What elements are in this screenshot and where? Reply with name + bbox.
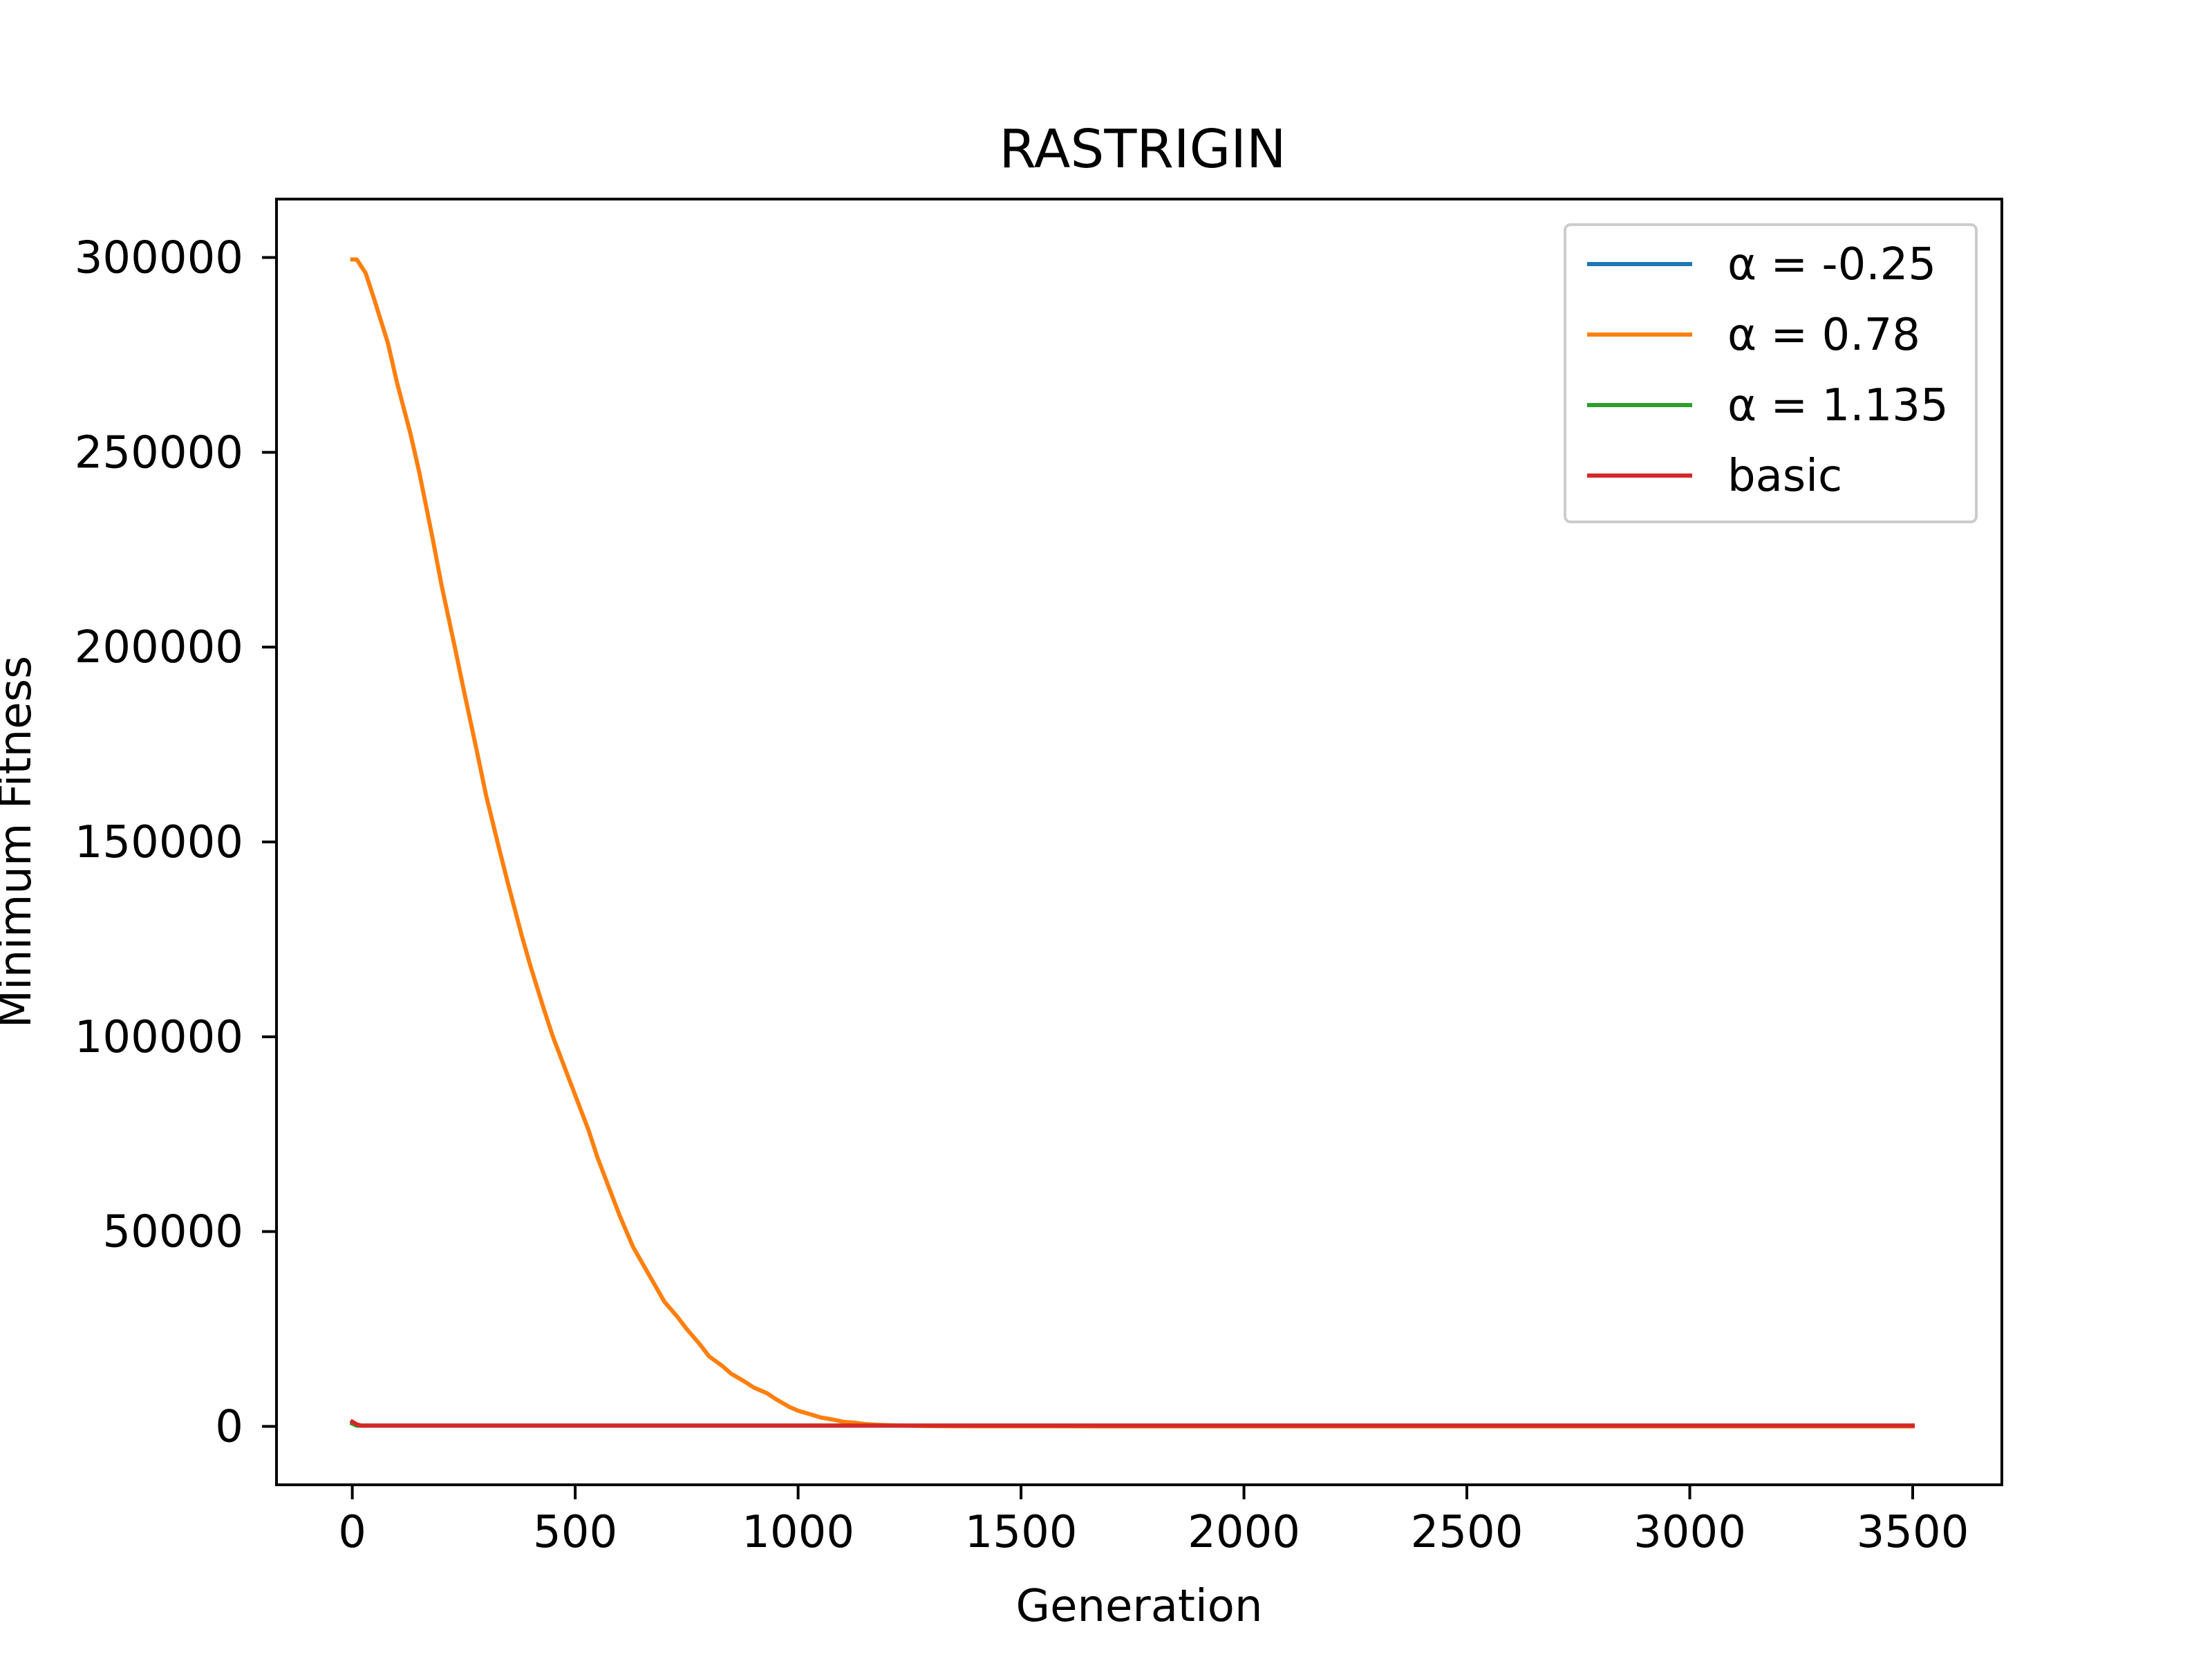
legend-label-2: α = 1.135 [1727,380,1949,431]
legend-box [1564,223,1978,523]
y-tick-label: 100000 [75,1012,243,1063]
x-axis-label: Generation [1015,1581,1262,1632]
y-ticks: 0 50000 100000 150000 200000 250000 300000 [75,233,276,1452]
x-ticks: 0 500 1000 1500 2000 2500 3000 3500 [338,1485,1969,1558]
series-lines [349,257,1915,1429]
legend-items: α = -0.25 α = 0.78 α = 1.135 basic [1587,239,1949,502]
y-tick-label: 0 [215,1401,243,1452]
legend-label-1: α = 0.78 [1727,310,1920,361]
y-tick-label: 150000 [75,817,243,868]
y-axis-label: Minimum Fitness [0,656,41,1029]
x-tick-label: 0 [338,1507,366,1558]
legend-label-3: basic [1727,451,1842,502]
x-tick-label: 2500 [1411,1507,1524,1558]
legend: α = -0.25 α = 0.78 α = 1.135 basic [1564,223,1978,523]
x-tick-label: 2000 [1188,1507,1300,1558]
legend-label-0: α = -0.25 [1727,239,1936,290]
y-tick-label: 200000 [75,622,243,673]
x-tick-label: 3500 [1857,1507,1969,1558]
y-tick-label: 300000 [75,233,243,284]
x-tick-label: 1500 [965,1507,1078,1558]
series-line-3 [349,1418,1915,1428]
y-tick-label: 50000 [102,1207,243,1258]
x-tick-label: 500 [533,1507,617,1558]
x-tick-label: 3000 [1633,1507,1746,1558]
y-tick-label: 250000 [75,427,243,478]
axes-frame [275,198,2003,1486]
chart-title: RASTRIGIN [999,119,1286,180]
x-tick-label: 1000 [742,1507,854,1558]
